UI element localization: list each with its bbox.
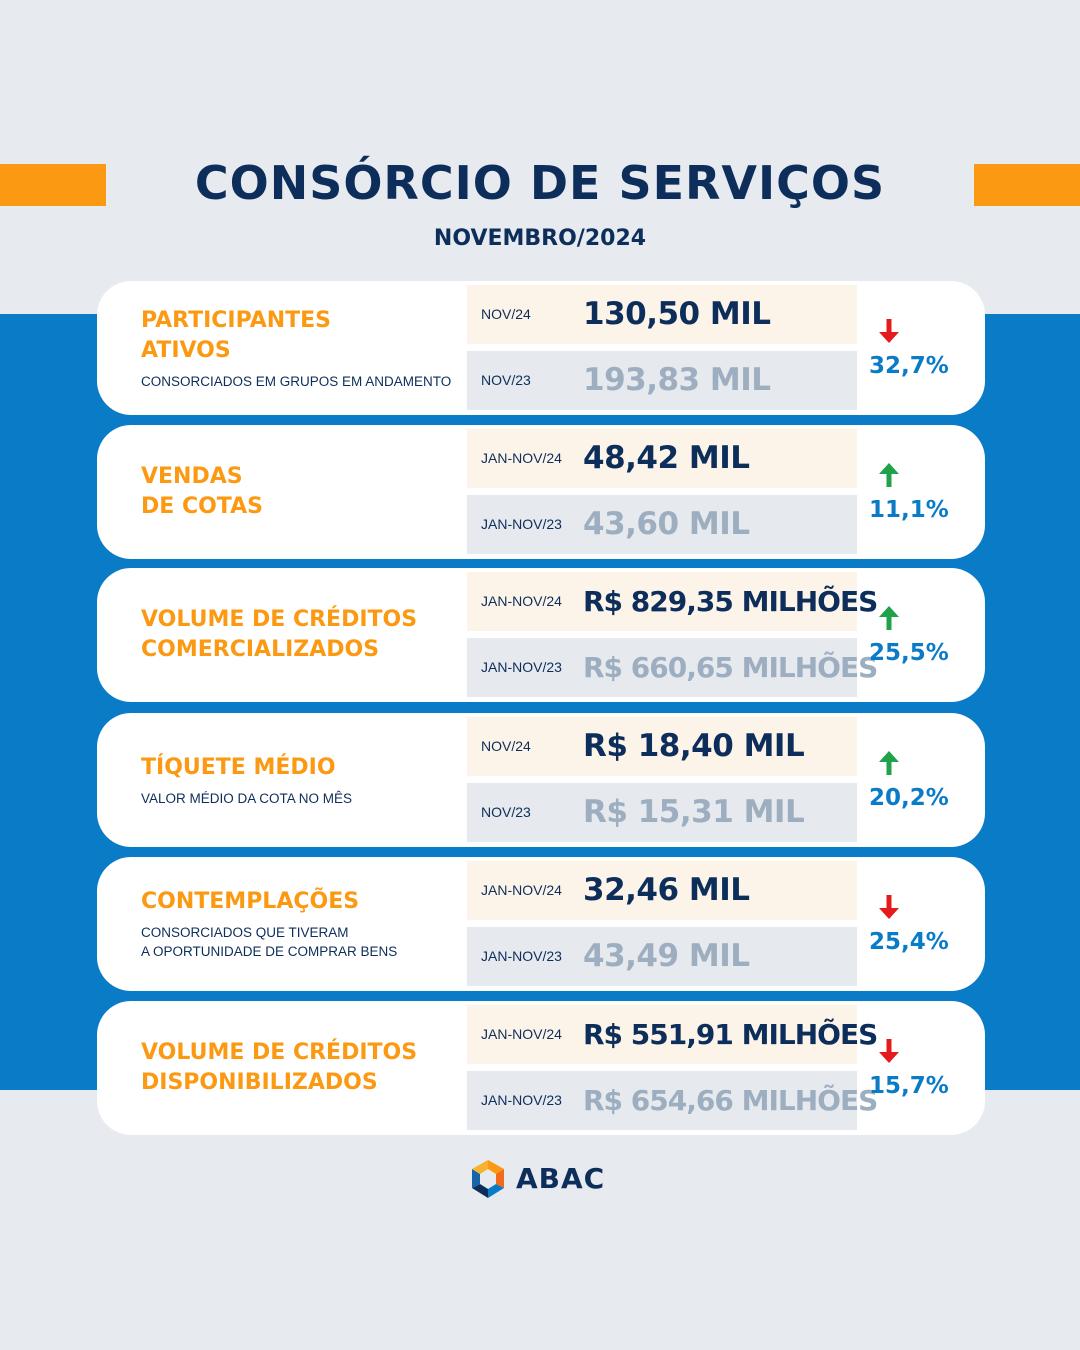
previous-row: JAN-NOV/23 R$ 660,65 MILHÕES [467,638,878,697]
card-label: VOLUME DE CRÉDITOS COMERCIALIZADOS [141,568,463,702]
previous-value: R$ 660,65 MILHÕES [583,651,878,684]
previous-value: R$ 15,31 MIL [583,794,805,830]
current-row: JAN-NOV/24 R$ 551,91 MILHÕES [467,1005,878,1064]
previous-value: 193,83 MIL [583,362,771,398]
card-description: CONSORCIADOS QUE TIVERAM A OPORTUNIDADE … [141,925,398,959]
previous-value: R$ 654,66 MILHÕES [583,1084,878,1117]
current-row: NOV/24 130,50 MIL [467,285,857,344]
previous-row: JAN-NOV/23 43,60 MIL [467,495,857,554]
current-value: R$ 829,35 MILHÕES [583,585,878,618]
change-percent: 25,5% [869,640,949,666]
previous-period: JAN-NOV/23 [481,516,562,532]
current-value: 32,46 MIL [583,872,750,908]
card-label: TÍQUETE MÉDIO VALOR MÉDIO DA COTA NO MÊS [141,713,463,847]
previous-value: 43,60 MIL [583,506,750,542]
change-percent: 11,1% [869,497,949,523]
current-row: NOV/24 R$ 18,40 MIL [467,717,857,776]
card-name: VOLUME DE CRÉDITOS DISPONIBILIZADOS [141,1040,418,1095]
previous-row: NOV/23 193,83 MIL [467,351,857,410]
current-value: 130,50 MIL [583,296,771,332]
previous-row: JAN-NOV/23 R$ 654,66 MILHÕES [467,1071,878,1130]
arrow-down-icon [879,895,899,919]
page-subtitle: NOVEMBRO/2024 [433,226,647,251]
arrow-down-icon [879,319,899,343]
card-label: PARTICIPANTES ATIVOS CONSORCIADOS EM GRU… [141,281,463,415]
arrow-down-icon [879,1039,899,1063]
current-period: JAN-NOV/24 [481,450,562,466]
current-period: JAN-NOV/24 [481,1026,562,1042]
change-percent: 15,7% [869,1073,949,1099]
current-value: 48,42 MIL [583,440,750,476]
abac-logo-icon [472,1160,504,1198]
card-label: VOLUME DE CRÉDITOS DISPONIBILIZADOS [141,1001,463,1135]
previous-value: 43,49 MIL [583,938,750,974]
current-period: NOV/24 [481,738,531,754]
current-row: JAN-NOV/24 32,46 MIL [467,861,857,920]
card-volume-creditos-comercializados: VOLUME DE CRÉDITOS COMERCIALIZADOS JAN-N… [97,568,985,702]
card-name: TÍQUETE MÉDIO [141,754,336,780]
card-label: CONTEMPLAÇÕES CONSORCIADOS QUE TIVERAM A… [141,857,463,991]
arrow-up-icon [879,463,899,487]
current-row: JAN-NOV/24 48,42 MIL [467,429,857,488]
abac-logo: ABAC [466,1158,626,1204]
card-volume-creditos-disponibilizados: VOLUME DE CRÉDITOS DISPONIBILIZADOS JAN-… [97,1001,985,1135]
card-tiquete-medio: TÍQUETE MÉDIO VALOR MÉDIO DA COTA NO MÊS… [97,713,985,847]
logo-text: ABAC [516,1162,606,1195]
card-description: VALOR MÉDIO DA COTA NO MÊS [141,790,353,806]
previous-period: NOV/23 [481,372,531,388]
previous-period: JAN-NOV/23 [481,1092,562,1108]
previous-period: JAN-NOV/23 [481,659,562,675]
arrow-up-icon [879,606,899,630]
change-percent: 20,2% [869,785,949,811]
current-period: JAN-NOV/24 [481,593,562,609]
card-vendas-de-cotas: VENDAS DE COTAS JAN-NOV/24 48,42 MIL JAN… [97,425,985,559]
change-percent: 32,7% [869,353,949,379]
card-participantes-ativos: PARTICIPANTES ATIVOS CONSORCIADOS EM GRU… [97,281,985,415]
arrow-up-icon [879,751,899,775]
card-description: CONSORCIADOS EM GRUPOS EM ANDAMENTO [141,373,452,389]
card-name: CONTEMPLAÇÕES [141,889,360,914]
page-title: CONSÓRCIO DE SERVIÇOS [194,156,886,210]
right-accent-bar [974,164,1080,206]
current-period: JAN-NOV/24 [481,882,562,898]
card-label: VENDAS DE COTAS [141,425,463,559]
previous-period: JAN-NOV/23 [481,948,562,964]
current-value: R$ 18,40 MIL [583,728,805,764]
current-period: NOV/24 [481,306,531,322]
card-contemplacoes: CONTEMPLAÇÕES CONSORCIADOS QUE TIVERAM A… [97,857,985,991]
current-row: JAN-NOV/24 R$ 829,35 MILHÕES [467,572,878,631]
current-value: R$ 551,91 MILHÕES [583,1018,878,1051]
previous-row: NOV/23 R$ 15,31 MIL [467,783,857,842]
card-name: PARTICIPANTES ATIVOS [141,307,332,363]
previous-row: JAN-NOV/23 43,49 MIL [467,927,857,986]
left-accent-bar [0,164,106,206]
change-percent: 25,4% [869,929,949,955]
card-name: VENDAS DE COTAS [141,464,263,519]
card-name: VOLUME DE CRÉDITOS COMERCIALIZADOS [141,607,418,662]
previous-period: NOV/23 [481,804,531,820]
